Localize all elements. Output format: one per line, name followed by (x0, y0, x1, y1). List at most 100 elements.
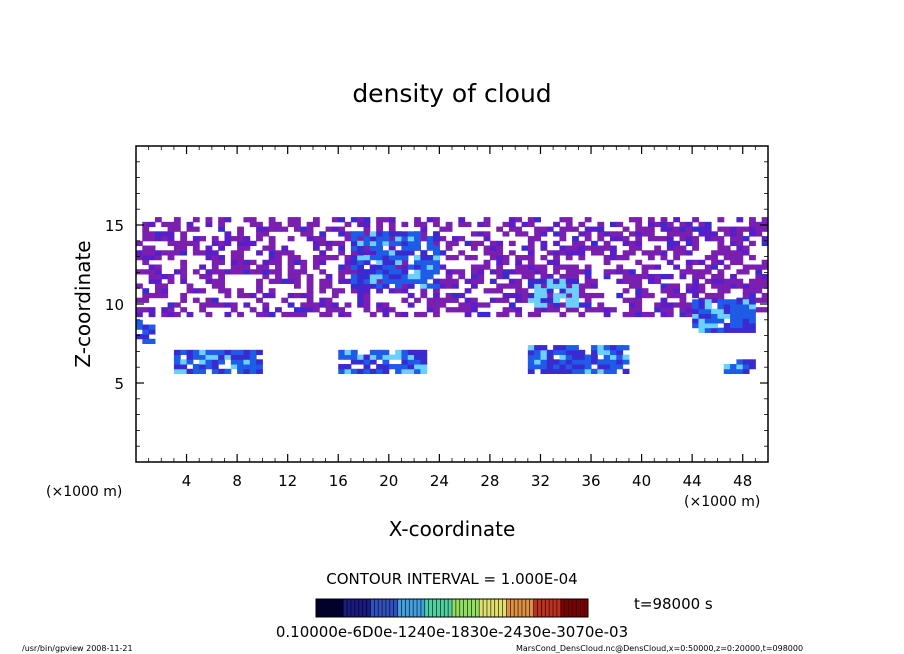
colorbar-cell (475, 599, 480, 617)
colorbar-cell (486, 599, 492, 617)
contour-region (136, 217, 769, 318)
colorbar-cell (417, 599, 422, 617)
contour-region (527, 345, 630, 375)
colorbar-cell (327, 599, 332, 617)
colorbar-cell (490, 599, 496, 617)
colorbar-cell (420, 599, 426, 617)
contour-region (350, 231, 440, 289)
colorbar-cell (448, 599, 453, 617)
colorbar-cell (467, 599, 472, 617)
contour-region (136, 319, 156, 344)
x-tick-label: 24 (430, 472, 449, 490)
colorbar-cell (378, 599, 383, 617)
colorbar-cell (452, 599, 457, 617)
colorbar-cell (350, 599, 356, 617)
x-unit-label-left: (×1000 m) (46, 484, 122, 500)
colorbar (315, 599, 589, 617)
colorbar-cell (343, 599, 348, 617)
colorbar-cell (393, 599, 398, 617)
x-tick-label: 44 (683, 472, 702, 490)
colorbar-cell (382, 599, 387, 617)
colorbar-cell (514, 599, 519, 617)
y-tick-label: 15 (105, 217, 124, 235)
colorbar-cell (502, 599, 507, 617)
colorbar-cell (358, 599, 363, 617)
x-tick-label: 36 (581, 472, 600, 490)
colorbar-cell (564, 599, 569, 617)
colorbar-cell (432, 599, 437, 617)
y-axis-label: Z-coordinate (71, 240, 95, 367)
y-tick-label: 5 (114, 375, 124, 393)
colorbar-tick-labels: 0.10000e-6D0e-1240e-1830e-2430e-3070e-03 (276, 623, 628, 641)
colorbar-cell (537, 599, 542, 617)
colorbar-cell (541, 599, 546, 617)
colorbar-frame (315, 598, 589, 618)
colorbar-cell (455, 599, 461, 617)
footer-right: MarsCond_DensCloud.nc@DensCloud,x=0:5000… (516, 644, 803, 653)
colorbar-cell (362, 599, 367, 617)
colorbar-cell (366, 599, 371, 617)
colorbar-cell (529, 599, 534, 617)
colorbar-cell (533, 599, 538, 617)
x-tick-label: 32 (531, 472, 550, 490)
colorbar-cell (560, 599, 565, 617)
colorbar-cell (545, 599, 550, 617)
colorbar-cell (580, 599, 585, 617)
colorbar-cell (568, 599, 573, 617)
colorbar-cell (316, 599, 321, 617)
colorbar-cell (385, 599, 391, 617)
x-tick-label: 8 (232, 472, 242, 490)
x-tick-label: 16 (329, 472, 348, 490)
colorbar-cell (483, 599, 488, 617)
colorbar-cell (413, 599, 418, 617)
colorbar-cell (319, 599, 325, 617)
colorbar-cell (440, 599, 445, 617)
x-tick-label: 20 (379, 472, 398, 490)
x-tick-label: 48 (733, 472, 752, 490)
colorbar-cell (339, 599, 344, 617)
x-tick-label: 40 (632, 472, 651, 490)
colorbar-cell (401, 599, 406, 617)
colorbar-cell (576, 599, 581, 617)
x-axis-label: X-coordinate (389, 517, 516, 541)
contour-region (338, 349, 428, 375)
colorbar-cell (428, 599, 433, 617)
colorbar-cell (525, 599, 531, 617)
colorbar-cell (397, 599, 402, 617)
colorbar-cell (510, 599, 515, 617)
colorbar-cell (498, 599, 503, 617)
colorbar-cell (424, 599, 429, 617)
colorbar-cell (347, 599, 352, 617)
colorbar-cell (518, 599, 523, 617)
colorbar-cell (553, 599, 558, 617)
colorbar-cell (459, 599, 464, 617)
contour-interval: CONTOUR INTERVAL = 1.000E-04 (326, 570, 577, 588)
colorbar-cell (354, 599, 360, 617)
x-tick-label: 28 (480, 472, 499, 490)
colorbar-cell (405, 599, 410, 617)
colorbar-cell (556, 599, 562, 617)
x-unit-label-right: (×1000 m) (684, 494, 760, 510)
colorbar-cell (389, 599, 395, 617)
footer-left: /usr/bin/gpview 2008-11-21 (22, 644, 133, 653)
colorbar-cell (494, 599, 499, 617)
contour-region (527, 278, 579, 308)
x-tick-label: 12 (278, 472, 297, 490)
contour-region (723, 359, 756, 375)
colorbar-cell (409, 599, 414, 617)
contour-region (173, 349, 263, 375)
time-label: t=98000 s (634, 595, 713, 613)
colorbar-cell (463, 599, 468, 617)
colorbar-cell (444, 599, 449, 617)
colorbar-cell (370, 599, 375, 617)
colorbar-cell (323, 599, 328, 617)
colorbar-cell (471, 599, 476, 617)
contour-region (692, 299, 756, 333)
colorbar-cell (436, 599, 441, 617)
colorbar-cell (479, 599, 484, 617)
y-tick-label: 10 (105, 296, 124, 314)
colorbar-cell (335, 599, 340, 617)
colorbar-cell (521, 599, 527, 617)
